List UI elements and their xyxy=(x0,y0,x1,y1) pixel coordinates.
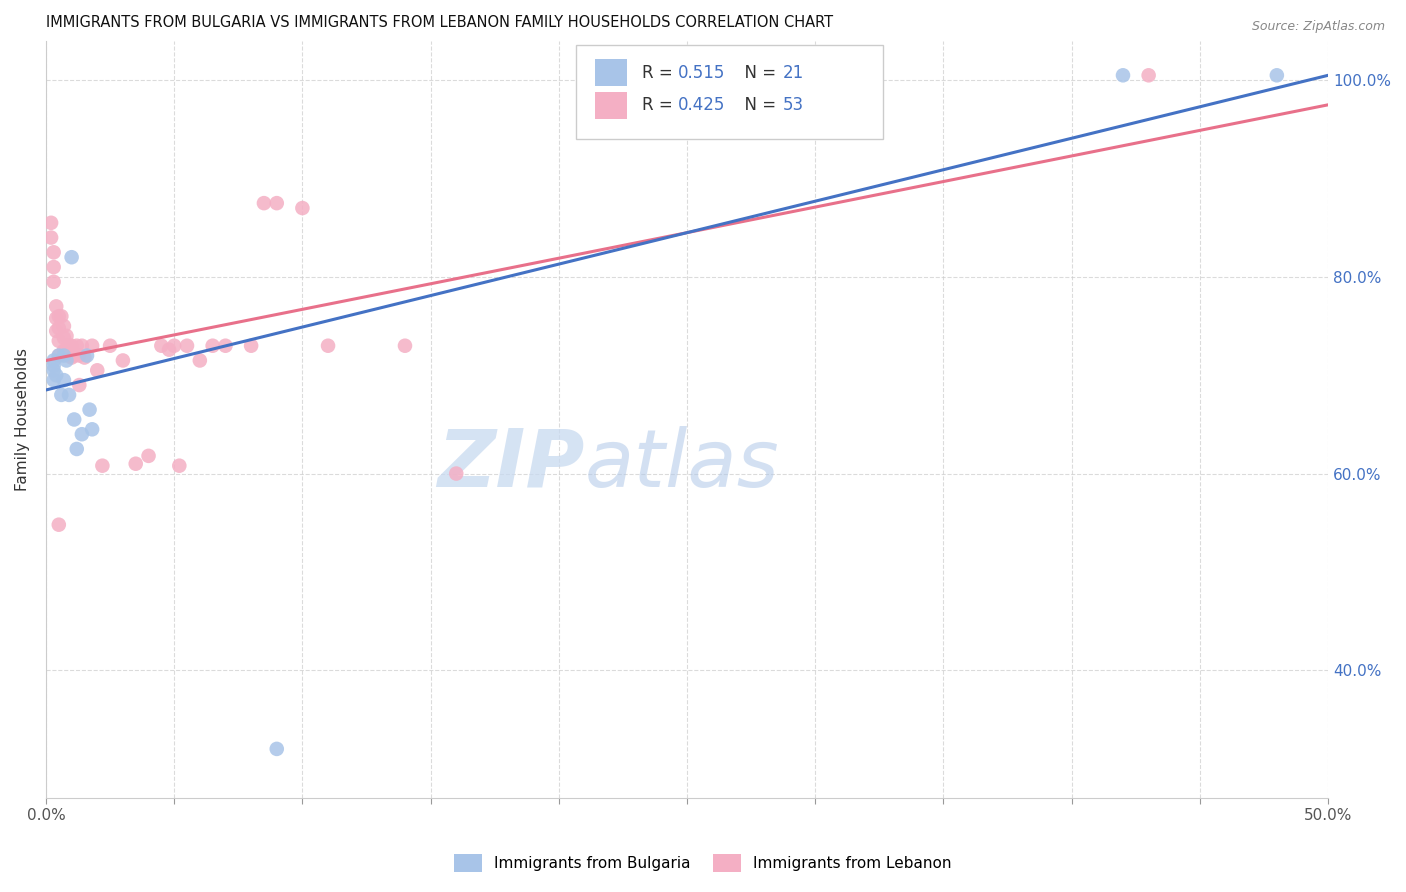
Point xyxy=(266,196,288,211)
Point xyxy=(67,349,90,363)
Point xyxy=(52,349,75,363)
Point xyxy=(79,402,101,417)
Point xyxy=(169,458,191,473)
Point xyxy=(291,201,314,215)
Point xyxy=(55,353,77,368)
Text: Source: ZipAtlas.com: Source: ZipAtlas.com xyxy=(1251,20,1385,33)
Point xyxy=(86,363,108,377)
Point xyxy=(240,339,263,353)
Point xyxy=(176,339,198,353)
Point xyxy=(253,196,276,211)
Point xyxy=(163,339,186,353)
Point xyxy=(60,250,83,264)
Point xyxy=(63,412,86,426)
Text: 21: 21 xyxy=(783,63,804,82)
Point xyxy=(39,230,62,244)
Point xyxy=(42,260,65,274)
Point xyxy=(111,353,134,368)
Point xyxy=(52,331,75,345)
Point xyxy=(1137,68,1160,82)
FancyBboxPatch shape xyxy=(595,59,627,87)
Point xyxy=(48,321,70,335)
Point xyxy=(82,422,104,436)
Point xyxy=(42,353,65,368)
Point xyxy=(45,299,67,313)
Point xyxy=(1112,68,1135,82)
Point xyxy=(214,339,236,353)
Point xyxy=(394,339,416,353)
Point xyxy=(48,310,70,324)
Text: 53: 53 xyxy=(783,96,804,114)
Point xyxy=(446,467,468,481)
Point xyxy=(316,339,339,353)
Text: 0.515: 0.515 xyxy=(678,63,725,82)
Point xyxy=(48,349,70,363)
Point xyxy=(66,339,89,353)
Legend: Immigrants from Bulgaria, Immigrants from Lebanon: Immigrants from Bulgaria, Immigrants fro… xyxy=(447,846,959,880)
FancyBboxPatch shape xyxy=(575,45,883,139)
Point xyxy=(67,378,90,392)
Point xyxy=(45,368,67,383)
Point xyxy=(42,359,65,373)
Text: ZIP: ZIP xyxy=(437,425,585,504)
Point xyxy=(266,742,288,756)
Point xyxy=(45,311,67,326)
Text: 0.425: 0.425 xyxy=(678,96,725,114)
Point xyxy=(98,339,121,353)
Point xyxy=(91,458,114,473)
Point xyxy=(70,427,93,442)
Point xyxy=(201,339,224,353)
Point xyxy=(58,388,80,402)
Point xyxy=(76,349,98,363)
Text: N =: N = xyxy=(734,96,782,114)
Point xyxy=(48,517,70,532)
Point xyxy=(52,343,75,358)
Point xyxy=(138,449,160,463)
Point xyxy=(70,339,93,353)
Text: N =: N = xyxy=(734,63,782,82)
Y-axis label: Family Households: Family Households xyxy=(15,348,30,491)
Text: R =: R = xyxy=(643,96,678,114)
Point xyxy=(73,351,96,365)
Text: R =: R = xyxy=(643,63,678,82)
Point xyxy=(60,339,83,353)
Point xyxy=(48,349,70,363)
Text: IMMIGRANTS FROM BULGARIA VS IMMIGRANTS FROM LEBANON FAMILY HOUSEHOLDS CORRELATIO: IMMIGRANTS FROM BULGARIA VS IMMIGRANTS F… xyxy=(46,15,834,30)
Point xyxy=(66,442,89,456)
Point xyxy=(157,343,180,357)
Point xyxy=(55,329,77,343)
Point xyxy=(42,373,65,387)
Point xyxy=(51,388,73,402)
Point xyxy=(150,339,173,353)
Point xyxy=(1265,68,1288,82)
Point xyxy=(42,275,65,289)
Point xyxy=(45,324,67,338)
Point xyxy=(39,216,62,230)
FancyBboxPatch shape xyxy=(595,92,627,119)
Point xyxy=(82,339,104,353)
Point xyxy=(125,457,148,471)
Text: atlas: atlas xyxy=(585,425,779,504)
Point xyxy=(188,353,211,368)
Point xyxy=(63,349,86,363)
Point xyxy=(52,373,75,387)
Point xyxy=(42,245,65,260)
Point xyxy=(55,343,77,358)
Point xyxy=(48,334,70,348)
Point xyxy=(51,310,73,324)
Point xyxy=(58,339,80,353)
Point xyxy=(60,351,83,365)
Point xyxy=(52,319,75,334)
Point xyxy=(42,363,65,377)
Point xyxy=(58,349,80,363)
